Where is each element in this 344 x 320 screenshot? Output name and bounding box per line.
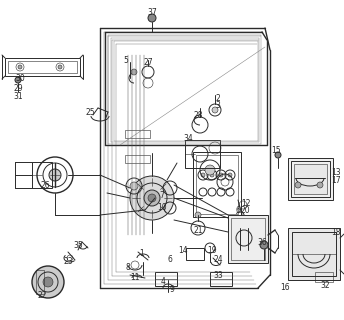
Text: 22: 22: [37, 292, 47, 300]
Text: 19: 19: [207, 245, 217, 254]
Text: 23: 23: [63, 258, 73, 267]
Circle shape: [144, 190, 160, 206]
Text: 37: 37: [147, 7, 157, 17]
Text: 34: 34: [183, 133, 193, 142]
Bar: [196, 155, 238, 214]
Circle shape: [195, 212, 201, 218]
Text: 24: 24: [213, 255, 223, 265]
Text: 12: 12: [241, 198, 251, 207]
Bar: [210, 272, 232, 286]
Bar: [294, 164, 327, 194]
Circle shape: [228, 173, 232, 177]
Bar: [32, 162, 52, 188]
Circle shape: [295, 182, 301, 188]
Bar: [155, 272, 177, 286]
Text: 32: 32: [320, 281, 330, 290]
Bar: [292, 232, 336, 276]
Text: 25: 25: [85, 108, 95, 116]
Circle shape: [201, 173, 205, 177]
Text: 9: 9: [170, 285, 174, 294]
Text: 35: 35: [73, 241, 83, 250]
Bar: [193, 152, 241, 217]
Circle shape: [205, 165, 215, 175]
Text: 3: 3: [216, 100, 221, 109]
Text: 27: 27: [143, 58, 153, 67]
Text: 4: 4: [161, 277, 165, 286]
Text: 21: 21: [193, 226, 203, 235]
Circle shape: [131, 69, 137, 75]
Text: 10: 10: [157, 203, 167, 212]
Text: 26: 26: [40, 180, 50, 189]
Circle shape: [275, 152, 281, 158]
Circle shape: [148, 194, 156, 202]
Bar: [288, 228, 340, 280]
Text: 6: 6: [236, 205, 240, 214]
Circle shape: [58, 65, 62, 69]
Circle shape: [49, 169, 61, 181]
Text: 2: 2: [216, 93, 221, 102]
Circle shape: [18, 65, 22, 69]
Circle shape: [32, 266, 64, 298]
Circle shape: [212, 107, 218, 113]
Bar: [125, 155, 150, 163]
Text: 14: 14: [178, 245, 188, 254]
Text: 5: 5: [123, 55, 128, 65]
Bar: [186, 248, 204, 260]
Bar: [36, 270, 44, 294]
Text: 28: 28: [193, 110, 203, 119]
Text: 36: 36: [257, 237, 267, 246]
Text: 16: 16: [280, 284, 290, 292]
Text: 7: 7: [160, 190, 164, 199]
Text: 30: 30: [15, 74, 25, 83]
Text: 29: 29: [13, 84, 23, 92]
Bar: [231, 218, 265, 260]
Bar: [185, 140, 220, 168]
Text: 13: 13: [331, 167, 341, 177]
Text: 33: 33: [213, 271, 223, 281]
Text: 11: 11: [130, 274, 140, 283]
Text: 31: 31: [13, 92, 23, 100]
Bar: [315, 272, 333, 282]
Circle shape: [43, 277, 53, 287]
Bar: [228, 215, 268, 263]
Text: 1: 1: [140, 249, 144, 258]
Text: 15: 15: [271, 146, 281, 155]
Bar: [5, 58, 80, 76]
Bar: [8, 61, 77, 73]
Circle shape: [219, 173, 223, 177]
Bar: [288, 158, 333, 200]
Circle shape: [148, 14, 156, 22]
Text: 20: 20: [240, 205, 250, 214]
Circle shape: [260, 241, 268, 249]
Circle shape: [210, 173, 214, 177]
Text: 6: 6: [168, 255, 172, 265]
Bar: [291, 161, 330, 197]
Circle shape: [130, 182, 138, 190]
Circle shape: [317, 182, 323, 188]
Circle shape: [15, 77, 21, 83]
Text: 18: 18: [331, 228, 341, 236]
Text: 17: 17: [331, 175, 341, 185]
Bar: [125, 130, 150, 138]
Circle shape: [130, 176, 174, 220]
Text: 8: 8: [126, 263, 130, 273]
